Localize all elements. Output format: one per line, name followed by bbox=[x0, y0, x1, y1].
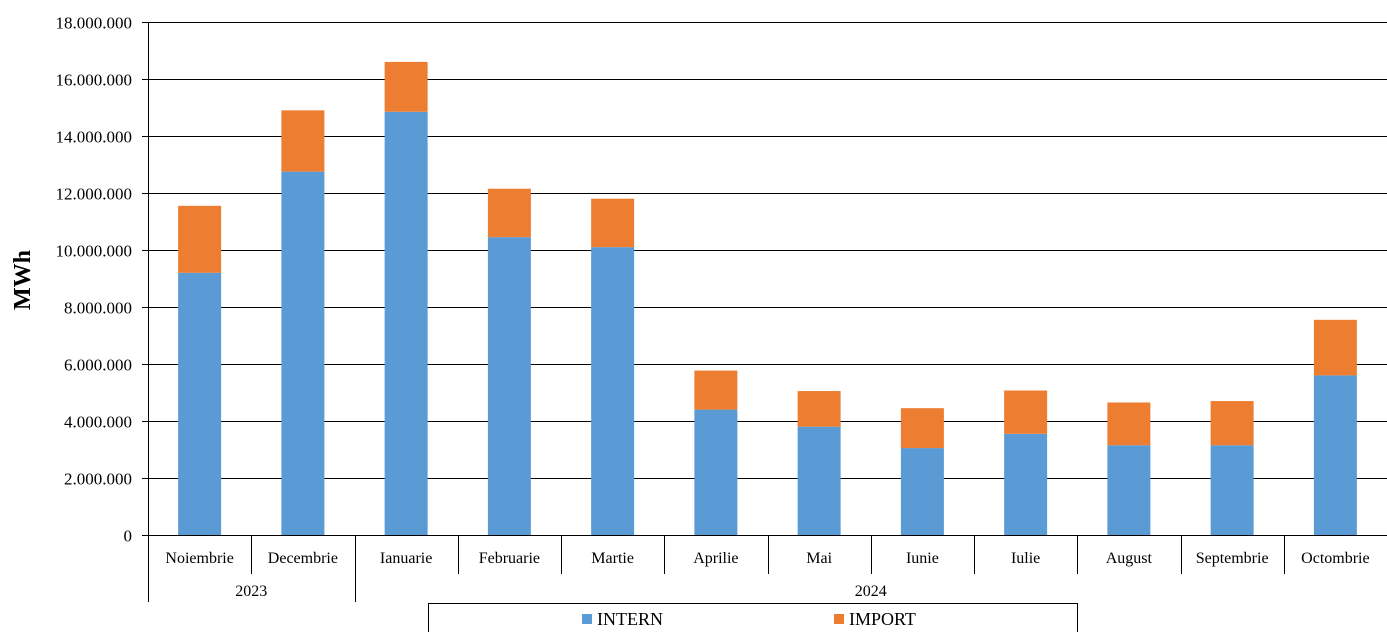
x-category-label: Octombrie bbox=[1301, 550, 1369, 567]
bar-import-februarie bbox=[488, 189, 531, 237]
y-tick-label: 14.000.000 bbox=[56, 128, 133, 147]
bar-intern-martie bbox=[591, 247, 634, 535]
bar-import-iulie bbox=[1004, 391, 1047, 434]
bar-intern-august bbox=[1107, 445, 1150, 535]
x-category-label: Iunie bbox=[906, 550, 939, 567]
bar-import-octombrie bbox=[1314, 320, 1357, 376]
bar-import-septembrie bbox=[1211, 401, 1254, 445]
x-category-label: Septembrie bbox=[1196, 550, 1269, 567]
bar-import-mai bbox=[798, 391, 841, 427]
bar-intern-iulie bbox=[1004, 434, 1047, 535]
x-category-label: Mai bbox=[806, 550, 832, 567]
y-tick-label: 10.000.000 bbox=[56, 242, 133, 261]
bar-intern-octombrie bbox=[1314, 375, 1357, 535]
grid-lines bbox=[148, 23, 1387, 536]
bar-import-noiembrie bbox=[178, 206, 221, 273]
legend-label-import: IMPORT bbox=[849, 609, 916, 629]
y-tick-label: 8.000.000 bbox=[64, 299, 132, 318]
y-tick-label: 6.000.000 bbox=[64, 356, 132, 375]
legend-label-intern: INTERN bbox=[597, 609, 663, 629]
x-group-label: 2023 bbox=[235, 583, 267, 600]
x-category-labels: Noiembrie Decembrie Ianuarie Februarie Marti… bbox=[149, 535, 1387, 602]
bar-intern-decembrie bbox=[281, 172, 324, 535]
bar-intern-ianuarie bbox=[385, 112, 428, 535]
y-tick-label: 16.000.000 bbox=[56, 71, 133, 90]
bar-import-august bbox=[1107, 402, 1150, 445]
bar-intern-septembrie bbox=[1211, 445, 1254, 535]
y-tick-labels: 0 2.000.000 4.000.000 6.000.000 8.000.000 10.… bbox=[56, 14, 149, 546]
bar-intern-iunie bbox=[901, 448, 944, 535]
x-category-label: Martie bbox=[591, 550, 634, 567]
x-category-label: Februarie bbox=[479, 550, 540, 567]
legend-swatch-import bbox=[834, 614, 844, 624]
legend: INTERN IMPORT bbox=[429, 604, 1078, 633]
bar-intern-noiembrie bbox=[178, 273, 221, 535]
y-tick-label: 4.000.000 bbox=[64, 413, 132, 432]
x-category-label: Decembrie bbox=[268, 550, 338, 567]
y-tick-label: 18.000.000 bbox=[56, 14, 133, 33]
legend-swatch-intern bbox=[582, 614, 592, 624]
legend-box bbox=[429, 604, 1078, 633]
x-category-label: Ianuarie bbox=[380, 550, 432, 567]
bar-intern-aprilie bbox=[694, 410, 737, 535]
x-group-label: 2024 bbox=[855, 583, 887, 600]
bar-import-martie bbox=[591, 199, 634, 247]
y-tick-label: 0 bbox=[124, 527, 133, 546]
y-axis-label: MWh bbox=[10, 250, 36, 310]
bar-import-aprilie bbox=[694, 371, 737, 410]
x-category-label: Iulie bbox=[1011, 550, 1040, 567]
axes bbox=[148, 22, 1387, 536]
bars bbox=[178, 62, 1357, 535]
y-tick-label: 12.000.000 bbox=[56, 185, 133, 204]
bar-intern-februarie bbox=[488, 237, 531, 535]
bar-intern-mai bbox=[798, 427, 841, 535]
bar-import-iunie bbox=[901, 408, 944, 448]
y-tick-label: 2.000.000 bbox=[64, 470, 132, 489]
x-category-label: August bbox=[1106, 550, 1153, 567]
bar-import-decembrie bbox=[281, 110, 324, 171]
x-category-label: Aprilie bbox=[693, 550, 738, 567]
bar-import-ianuarie bbox=[385, 62, 428, 112]
x-category-label: Noiembrie bbox=[165, 550, 233, 567]
